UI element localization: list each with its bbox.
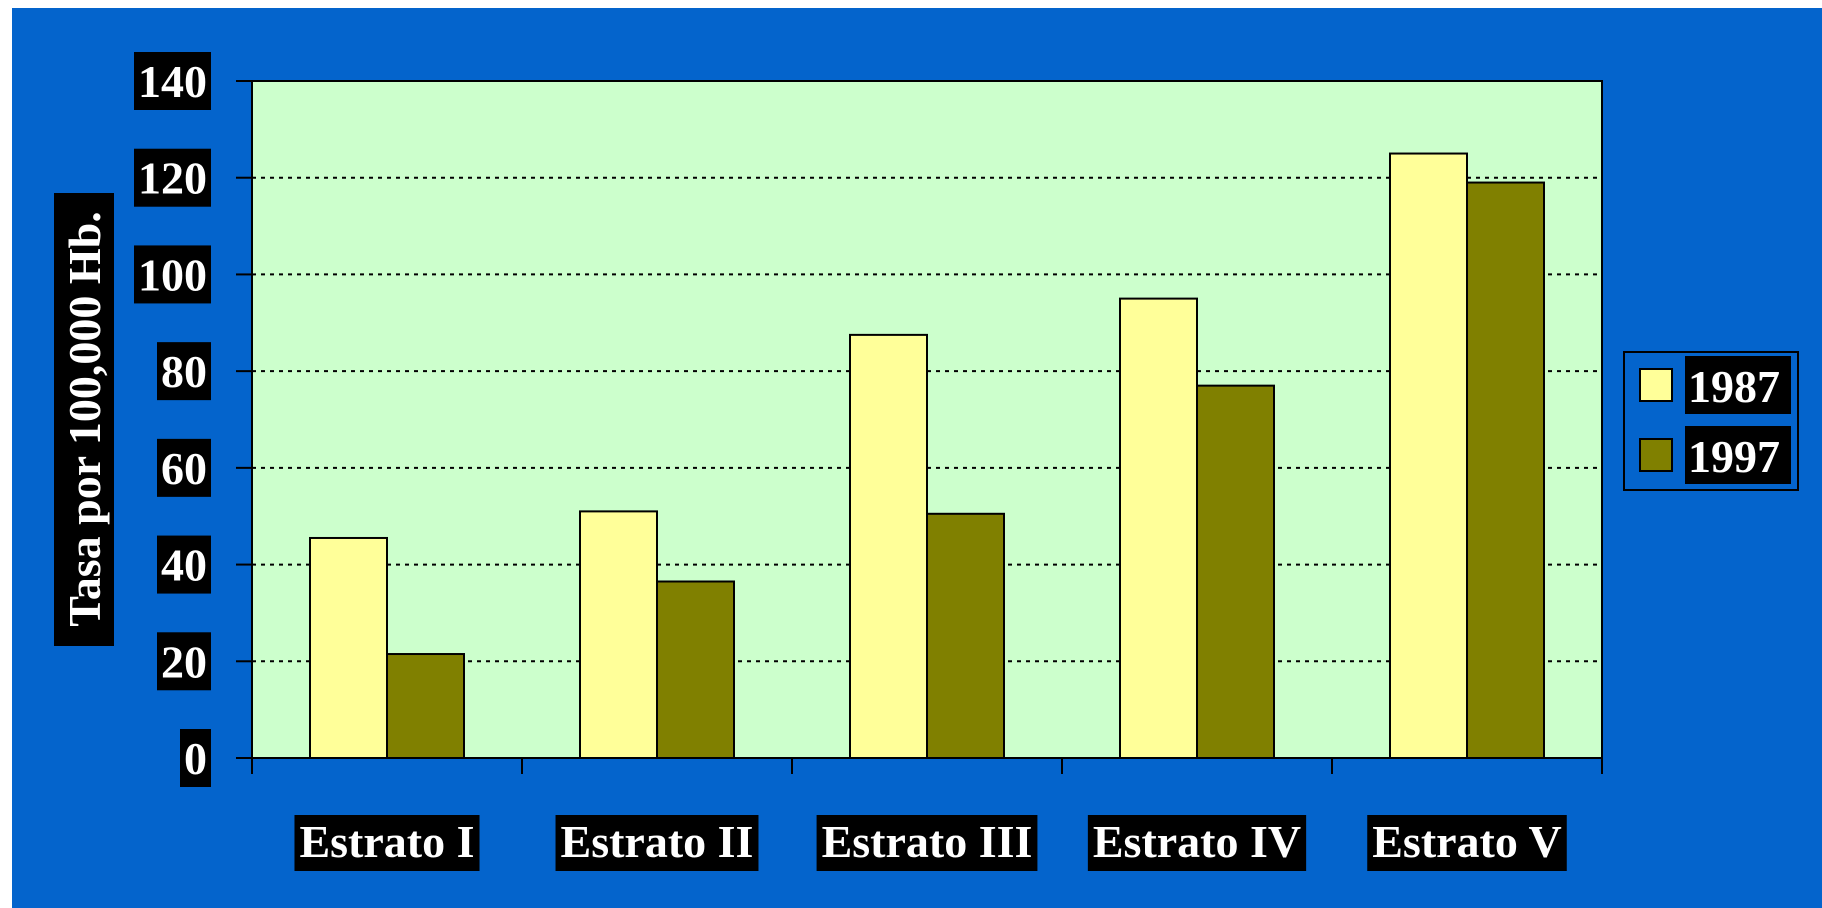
x-tick-label: Estrato I: [299, 816, 474, 867]
x-tick-label-bg: [816, 815, 1038, 871]
bar-1987-estrato-v: [1389, 152, 1468, 760]
x-tick-label: Estrato II: [561, 816, 754, 867]
y-tick-label-bg: [157, 632, 211, 691]
y-tick-label: 120: [138, 153, 207, 204]
axes: [236, 80, 1603, 774]
bar-1987-estrato-iii: [849, 333, 928, 759]
y-tick-label-bg: [134, 52, 211, 110]
y-tick-label-bg: [157, 535, 211, 594]
y-axis-label-background: [54, 193, 114, 646]
x-tick-labels: Estrato I Estrato II Estrato III Estrato IV…: [294, 815, 1567, 871]
bar-1997-estrato-v: [1466, 181, 1545, 760]
y-axis-label: Tasa por 100,000 Hb.: [59, 211, 110, 626]
x-tick-label-bg: [294, 815, 480, 871]
bar-1987-estrato-i: [309, 536, 388, 759]
x-tick-label-bg: [555, 815, 759, 871]
legend: 1987 1997: [1623, 351, 1799, 491]
y-tick-label: 80: [161, 346, 207, 397]
y-tick-label-bg: [134, 148, 211, 207]
y-tick-label-bg: [157, 438, 211, 497]
x-tick-label: Estrato III: [822, 816, 1033, 867]
legend-box: [1623, 351, 1799, 491]
y-tick-label: 60: [161, 443, 207, 494]
legend-label-1997: 1997: [1688, 431, 1780, 482]
x-tick-label-bg: [1367, 815, 1567, 871]
slide-background: 0 20 40 60 80 100 120 140 Estrato I Estrato II Es…: [12, 8, 1822, 908]
bar-1987-estrato-iv: [1119, 297, 1198, 759]
y-tick-label: 40: [161, 540, 207, 591]
y-tick-label-bg: [157, 342, 211, 401]
x-tick-label: Estrato V: [1372, 816, 1562, 867]
legend-swatch-1987: [1639, 368, 1673, 402]
legend-label-bg: [1685, 426, 1791, 484]
legend-label-bg: [1685, 356, 1791, 414]
y-tick-label: 0: [184, 733, 207, 784]
y-axis-label-group: Tasa por 100,000 Hb.: [54, 193, 114, 646]
legend-swatch-1997: [1639, 438, 1673, 472]
gridlines: [252, 176, 1602, 663]
bar-1997-estrato-ii: [656, 580, 735, 759]
bar-1987-estrato-ii: [579, 510, 658, 759]
y-tick-label: 140: [138, 56, 207, 107]
bars: [309, 152, 1545, 760]
x-tick-label-bg: [1087, 815, 1307, 871]
bar-1997-estrato-iii: [926, 512, 1005, 759]
y-tick-labels: 0 20 40 60 80 100 120 140: [134, 52, 211, 787]
y-tick-label-bg: [180, 729, 211, 787]
bar-1997-estrato-i: [386, 653, 465, 760]
y-tick-label: 100: [138, 249, 207, 300]
legend-label-1987: 1987: [1688, 361, 1780, 412]
bar-1997-estrato-iv: [1196, 384, 1275, 759]
y-tick-label-bg: [134, 245, 211, 304]
x-tick-label: Estrato IV: [1093, 816, 1301, 867]
y-tick-label: 20: [161, 636, 207, 687]
